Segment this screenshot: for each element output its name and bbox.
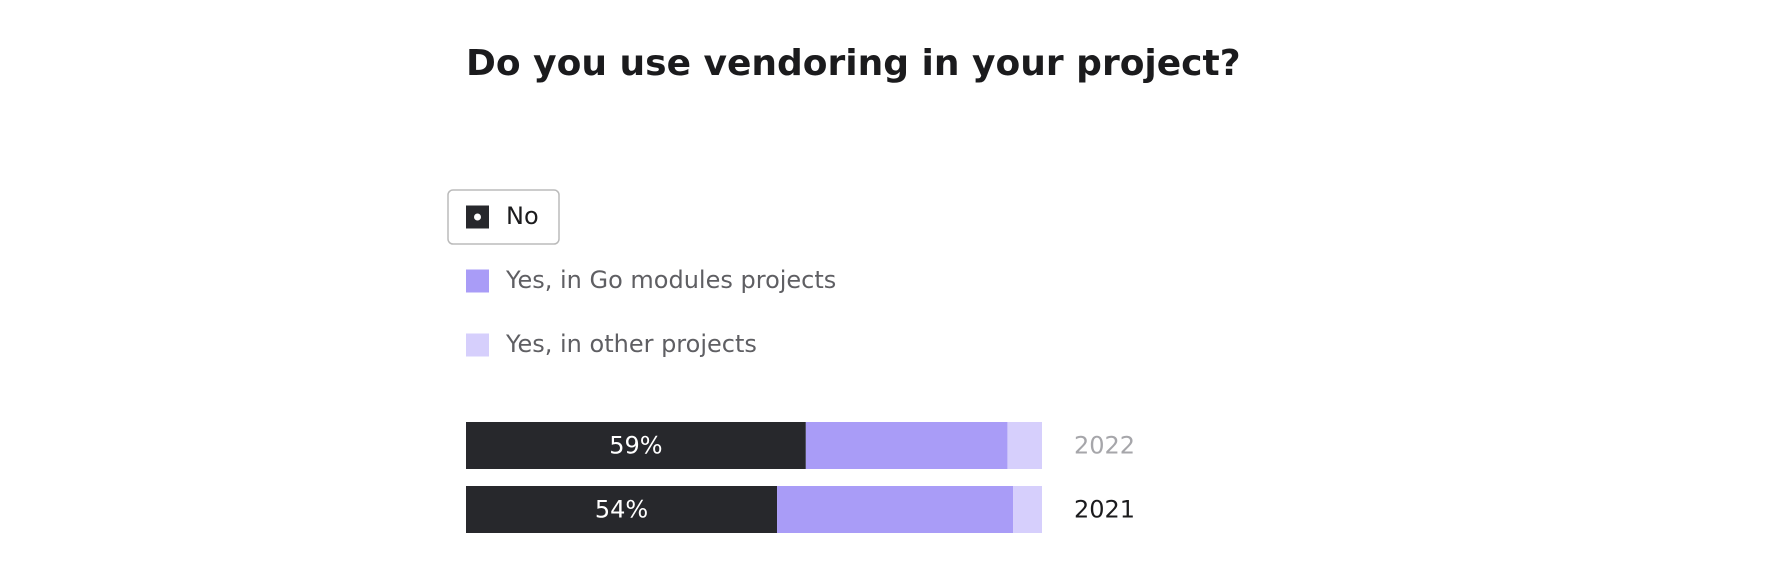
legend-selected-frame[interactable] <box>447 189 560 245</box>
chart-title: Do you use vendoring in your project? <box>466 43 1241 84</box>
category-label: 2022 <box>1074 432 1135 460</box>
legend-label[interactable]: Yes, in Go modules projects <box>505 266 836 294</box>
bar-segment <box>466 422 806 469</box>
bar-value-label: 59% <box>609 432 662 460</box>
legend-label[interactable]: Yes, in other projects <box>505 330 757 358</box>
legend-swatch[interactable] <box>466 269 489 293</box>
legend-swatch[interactable] <box>466 333 489 357</box>
bar-segment <box>466 486 778 533</box>
legend-label[interactable]: No <box>506 202 539 230</box>
bar-segment <box>805 422 1008 469</box>
bar-segment <box>1013 486 1042 533</box>
legend-dot <box>474 213 481 221</box>
bar-value-label: 54% <box>595 496 648 524</box>
bar-segment <box>1007 422 1042 469</box>
category-label: 2021 <box>1074 496 1135 524</box>
bar-segment <box>777 486 1014 533</box>
